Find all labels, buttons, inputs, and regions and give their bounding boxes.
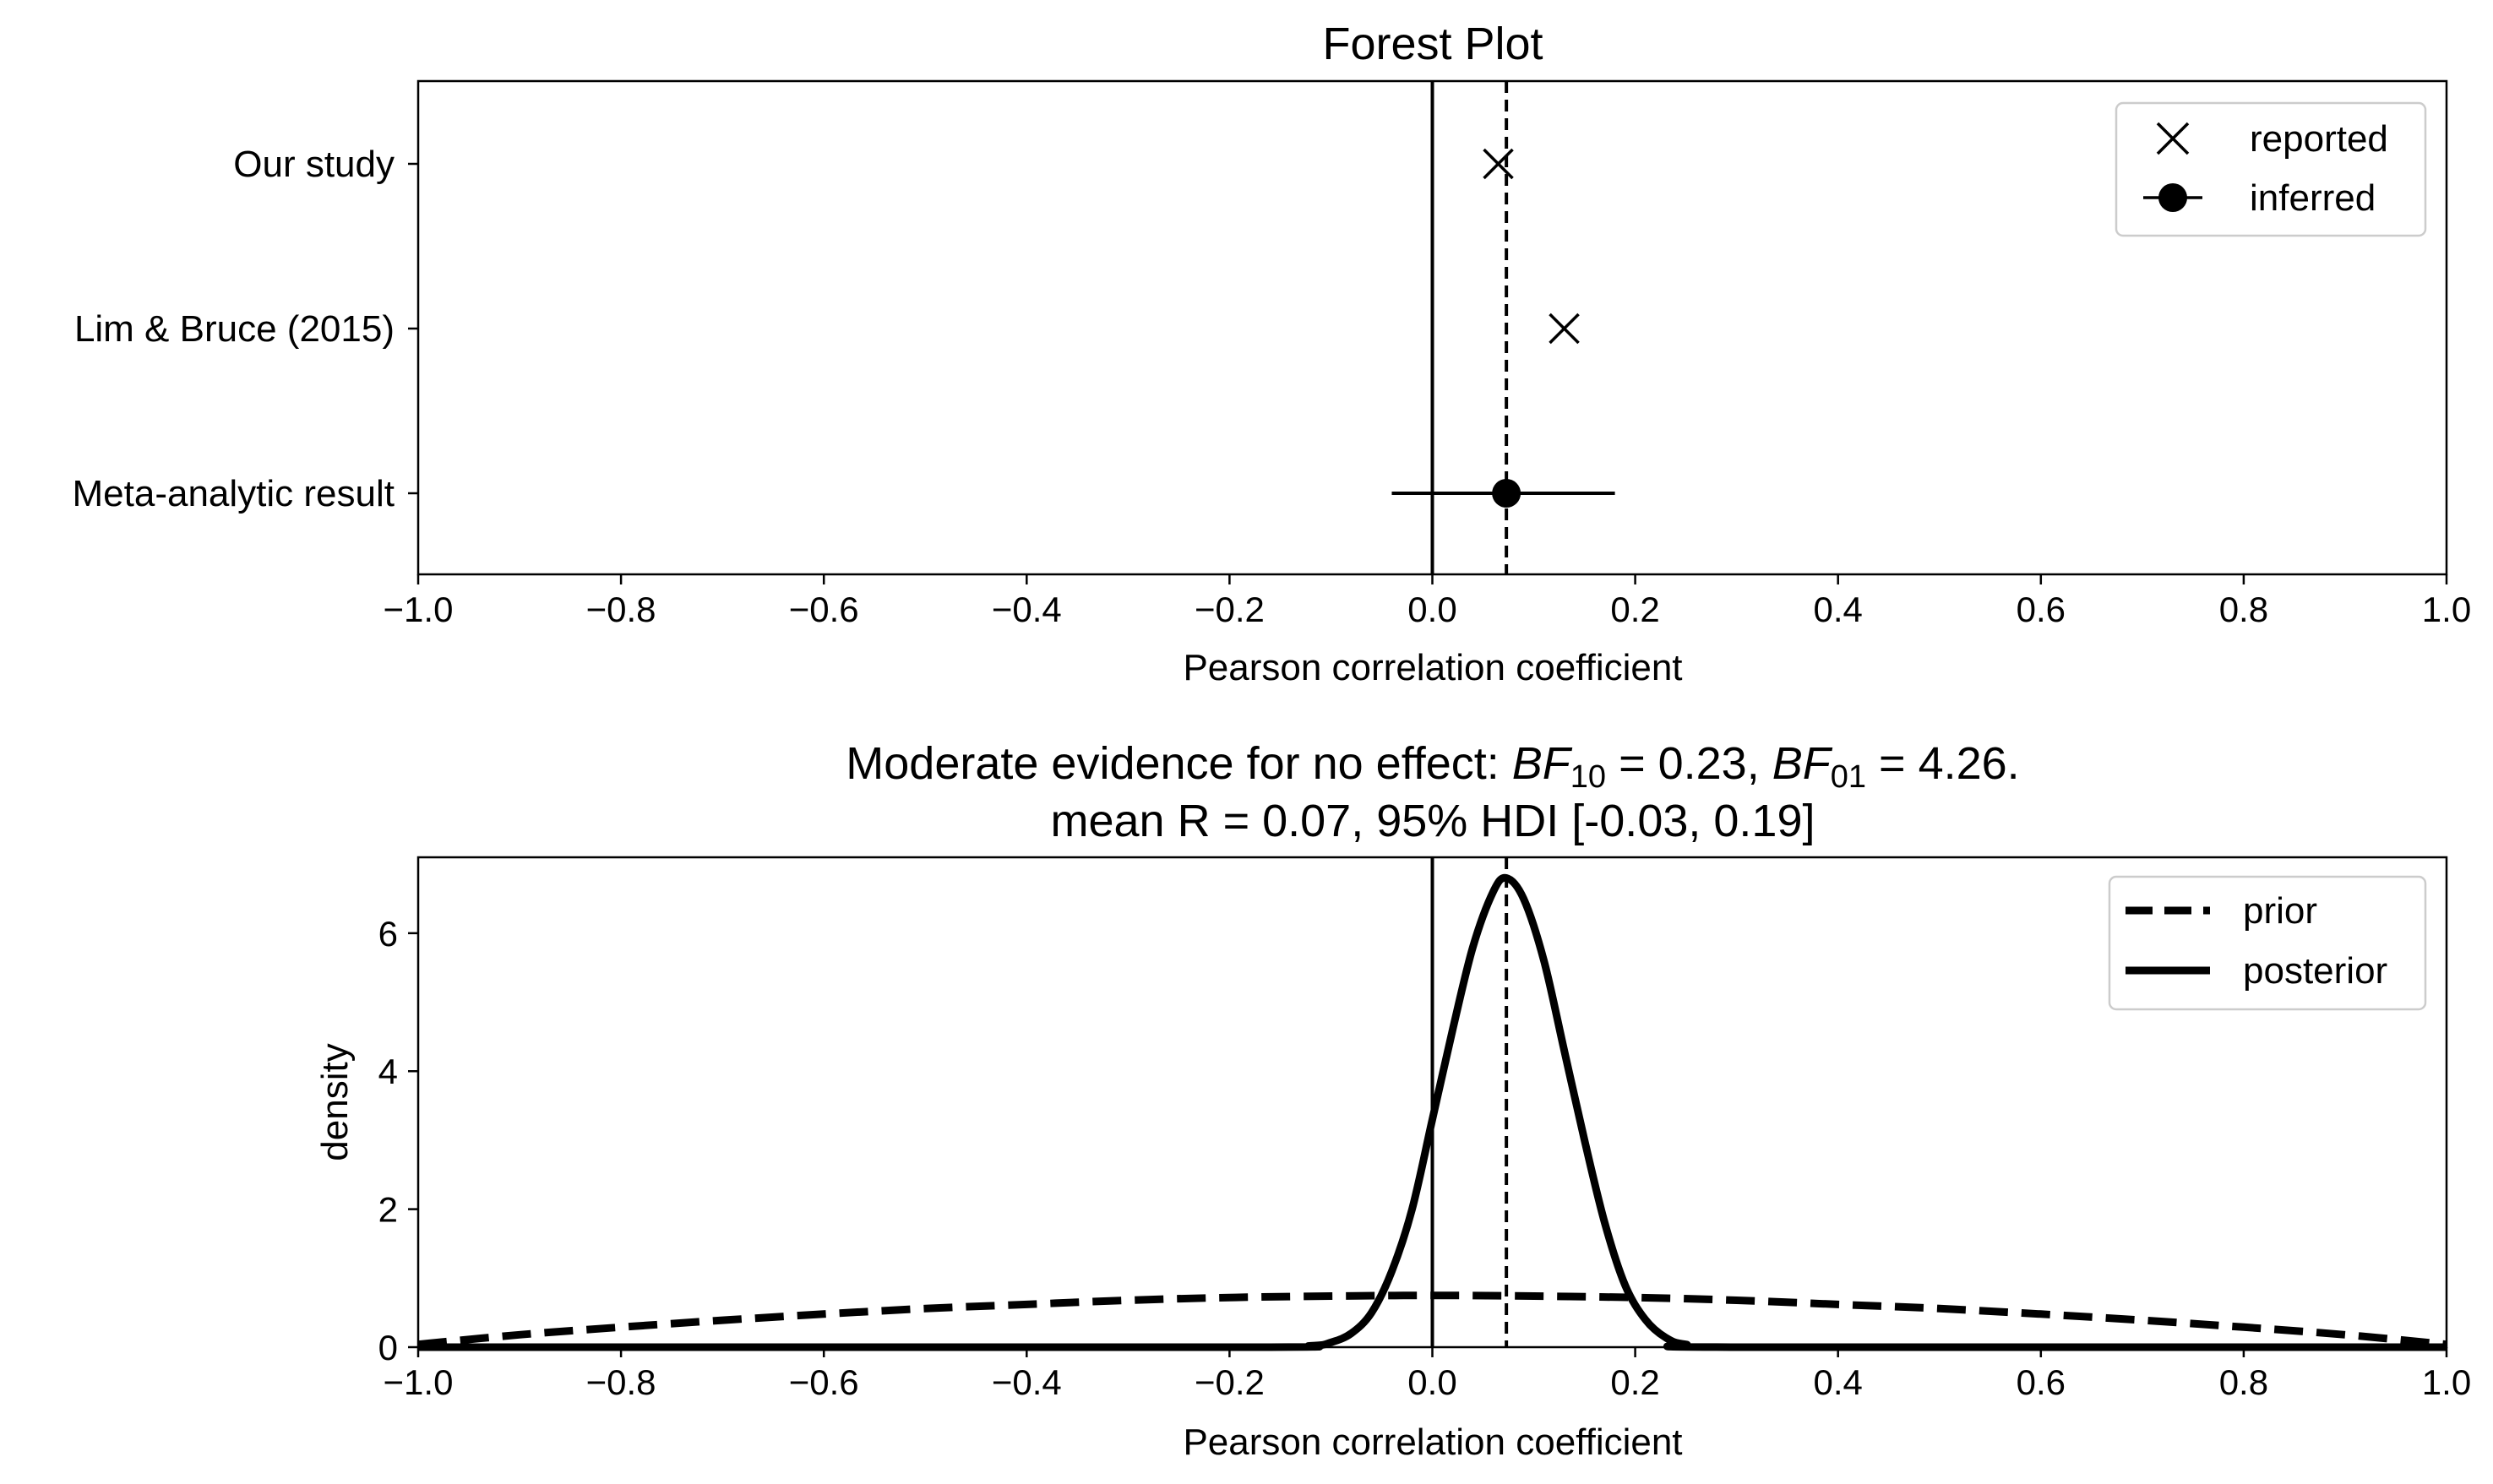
density-x-tick-label: −0.8 bbox=[586, 1362, 656, 1402]
forest-y-ticks: Our study Lim & Bruce (2015) Meta-analytic… bbox=[73, 144, 418, 514]
density-y-tick-label: 4 bbox=[378, 1052, 398, 1091]
forest-x-axis-label: Pearson correlation coefficient bbox=[1183, 647, 1682, 688]
forest-row-label: Meta-analytic result bbox=[73, 473, 395, 514]
density-x-axis-label: Pearson correlation coefficient bbox=[1183, 1421, 1682, 1463]
forest-legend-frame bbox=[2115, 101, 2427, 237]
legend-prior-label: prior bbox=[2243, 890, 2317, 932]
forest-plot-title: Forest Plot bbox=[1322, 19, 1543, 69]
density-plot-title: Moderate evidence for no effect: BF10 = … bbox=[846, 738, 2019, 795]
density-x-tick-label: −0.2 bbox=[1195, 1362, 1265, 1402]
density-x-tick-label: 0.4 bbox=[1814, 1362, 1863, 1402]
forest-markers bbox=[1483, 148, 1580, 508]
density-series bbox=[417, 873, 2447, 1351]
forest-x-tick-label: 0.0 bbox=[1407, 590, 1456, 629]
density-x-ticks: −1.0 −0.8 −0.6 −0.4 −0.2 0.0 0.2 0.4 0.6 0.8 1.0 bbox=[384, 1347, 2471, 1402]
density-y-tick-label: 0 bbox=[378, 1328, 398, 1367]
forest-x-tick-label: 0.6 bbox=[2017, 590, 2066, 629]
density-reference-lines bbox=[1430, 857, 1509, 1347]
series-posterior bbox=[418, 873, 2447, 1351]
density-plot-panel: Moderate evidence for no effect: BF10 = … bbox=[314, 738, 2471, 1463]
density-y-tick-label: 6 bbox=[378, 914, 398, 954]
forest-row-label: Our study bbox=[233, 144, 395, 185]
forest-x-tick-label: 0.2 bbox=[1610, 590, 1659, 629]
density-x-tick-label: 1.0 bbox=[2422, 1362, 2471, 1402]
density-x-tick-label: 0.0 bbox=[1407, 1362, 1456, 1402]
series-prior bbox=[417, 1291, 2447, 1349]
density-x-tick-label: 0.2 bbox=[1610, 1362, 1659, 1402]
legend-inferred-marker bbox=[2143, 183, 2202, 212]
forest-x-tick-label: −1.0 bbox=[384, 590, 454, 629]
legend-inferred-label: inferred bbox=[2250, 177, 2376, 219]
legend-reported-label: reported bbox=[2250, 118, 2388, 160]
density-plot-subtitle: mean R = 0.07, 95% HDI [-0.03, 0.19] bbox=[1050, 796, 1815, 846]
density-y-tick-label: 2 bbox=[378, 1190, 398, 1230]
density-x-tick-label: 0.8 bbox=[2219, 1362, 2268, 1402]
legend-reported-marker bbox=[2156, 122, 2190, 155]
forest-x-tick-label: 0.8 bbox=[2219, 590, 2268, 629]
density-x-tick-label: 0.6 bbox=[2017, 1362, 2066, 1402]
forest-marker-reported bbox=[1549, 313, 1580, 345]
forest-marker-inferred bbox=[1492, 479, 1521, 508]
legend-posterior-label: posterior bbox=[2243, 950, 2387, 992]
density-x-tick-label: −0.4 bbox=[992, 1362, 1062, 1402]
forest-x-ticks: −1.0 −0.8 −0.6 −0.4 −0.2 0.0 0.2 0.4 0.6 0.8 1.0 bbox=[384, 574, 2471, 629]
forest-x-tick-label: −0.4 bbox=[992, 590, 1062, 629]
density-legend: prior posterior bbox=[2108, 875, 2427, 1011]
density-x-tick-label: −0.6 bbox=[789, 1362, 859, 1402]
density-x-tick-label: −1.0 bbox=[384, 1362, 454, 1402]
density-y-ticks: 0 2 4 6 bbox=[378, 914, 418, 1367]
forest-plot-panel: Forest Plot Our study Lim & Bruce (2015) M… bbox=[73, 19, 2472, 688]
forest-x-tick-label: −0.2 bbox=[1195, 590, 1265, 629]
density-y-axis-label: density bbox=[314, 1043, 356, 1161]
forest-x-tick-label: −0.8 bbox=[586, 590, 656, 629]
forest-row-label: Lim & Bruce (2015) bbox=[74, 308, 395, 350]
forest-x-tick-label: −0.6 bbox=[789, 590, 859, 629]
forest-legend: reported inferred bbox=[2115, 101, 2427, 237]
forest-x-tick-label: 1.0 bbox=[2422, 590, 2471, 629]
forest-marker-reported bbox=[1483, 148, 1514, 180]
forest-x-tick-label: 0.4 bbox=[1814, 590, 1863, 629]
